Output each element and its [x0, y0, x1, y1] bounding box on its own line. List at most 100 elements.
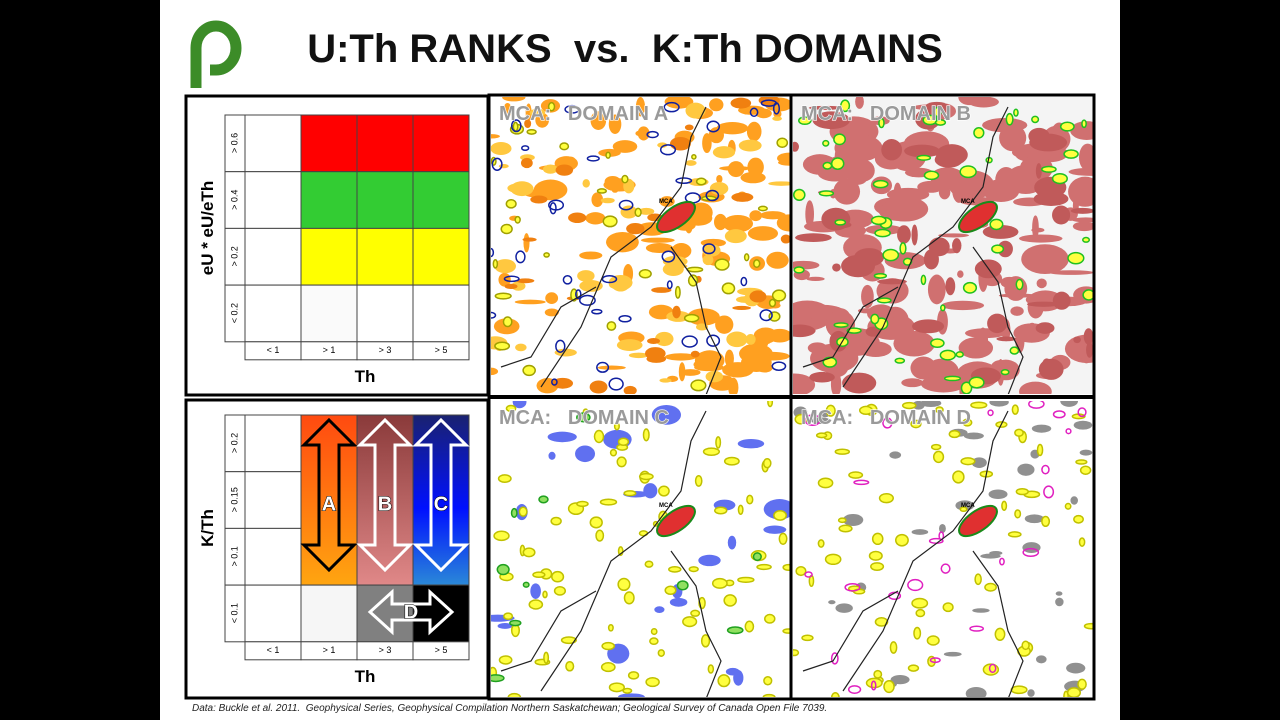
grid-cell: [412, 584, 470, 643]
map-spot: [942, 602, 954, 613]
map-blob: [1060, 401, 1079, 407]
map-blob: [747, 226, 779, 241]
map-spot: [551, 570, 565, 583]
map-blob: [702, 254, 714, 266]
map-spot: [663, 101, 680, 113]
map-blob: [722, 214, 754, 233]
map-spot: [1081, 119, 1087, 129]
map-spot: [496, 563, 510, 576]
map-blob: [1079, 449, 1093, 456]
map-spot: [768, 311, 781, 322]
map-spot: [550, 516, 562, 526]
map-blob: [554, 348, 577, 357]
map-spot: [560, 636, 577, 645]
map-blob: [1070, 207, 1093, 214]
map-spot: [889, 641, 898, 654]
map-spot: [940, 563, 951, 574]
map-spot: [650, 628, 658, 636]
map-blob: [1055, 591, 1063, 596]
map-spot: [600, 662, 616, 673]
map-spot: [960, 457, 976, 466]
map-blob: [491, 367, 499, 376]
map-spot: [767, 401, 774, 408]
map-spot: [804, 571, 813, 578]
map-blob: [618, 693, 645, 697]
map-spot: [491, 247, 495, 258]
map-spot: [576, 412, 591, 423]
map-spot: [674, 285, 681, 299]
map-blob: [585, 212, 606, 225]
map-blob: [542, 164, 558, 174]
map-spot: [518, 506, 528, 517]
map-blob: [611, 188, 619, 193]
map-blob: [738, 139, 762, 152]
map-spot: [602, 215, 618, 228]
map-spot: [690, 609, 701, 617]
map-title: MCA: DOMAIN A: [499, 103, 668, 125]
map-spot: [1009, 346, 1020, 355]
map-spot: [681, 335, 698, 348]
map-blob: [669, 136, 691, 151]
map-blob: [999, 124, 1027, 152]
map-blob: [664, 353, 697, 361]
map-blob: [1029, 133, 1068, 152]
map-spot: [507, 692, 522, 697]
column-label: > 5: [435, 345, 448, 355]
grid-cell: [244, 527, 302, 586]
map-spot: [1051, 172, 1068, 185]
map-blob: [715, 315, 734, 334]
map-spot: [1082, 289, 1093, 301]
map-spot: [757, 205, 768, 212]
map-spot: [999, 557, 1005, 566]
map-spot: [1063, 149, 1079, 159]
map-road: [842, 410, 1009, 692]
map-spot: [952, 470, 965, 484]
map-spot: [711, 577, 728, 589]
map-spot: [974, 573, 982, 586]
map-blob: [793, 141, 799, 152]
map-spot: [707, 664, 715, 674]
map-spot: [753, 259, 761, 269]
domain-fill: [412, 414, 470, 586]
map-blob: [1021, 244, 1069, 274]
map-blob: [772, 116, 782, 121]
map-spot: [494, 292, 512, 300]
column-label: > 3: [379, 345, 392, 355]
map-spot: [782, 628, 790, 634]
map-blob: [1036, 655, 1047, 664]
map-spot: [911, 597, 929, 609]
map-blob: [938, 233, 970, 238]
map-blob: [678, 362, 686, 382]
map-spot: [782, 563, 790, 571]
citation: Data: Buckle et al. 2011. Geophysical Se…: [192, 703, 827, 714]
map-blob: [766, 251, 789, 269]
map-spot: [930, 443, 942, 451]
map-spot: [1079, 465, 1092, 475]
map-road: [802, 286, 899, 368]
grid-cell: [356, 227, 414, 286]
map-spot: [543, 651, 550, 664]
map-spot: [491, 157, 503, 172]
map-spot: [548, 199, 565, 211]
map-spot: [838, 524, 853, 533]
map-spot: [622, 687, 633, 694]
map-spot: [605, 151, 611, 159]
map-deposit: [958, 504, 998, 538]
map-blob: [705, 370, 724, 383]
map-blob: [579, 251, 603, 260]
map-spot: [589, 516, 603, 529]
map-spot: [870, 215, 887, 226]
map-background: [793, 401, 1093, 697]
map-blob: [709, 181, 729, 196]
grid-cell: [356, 584, 414, 643]
map-blob: [694, 363, 725, 372]
map-spot: [844, 583, 861, 592]
map-spot: [930, 338, 945, 349]
map-spot: [705, 189, 720, 202]
map-spot: [773, 509, 787, 521]
map-spot: [1015, 278, 1024, 291]
map-spot: [621, 174, 629, 184]
map-spot: [1059, 121, 1075, 132]
map-spot: [595, 529, 605, 542]
map-road: [500, 590, 597, 672]
